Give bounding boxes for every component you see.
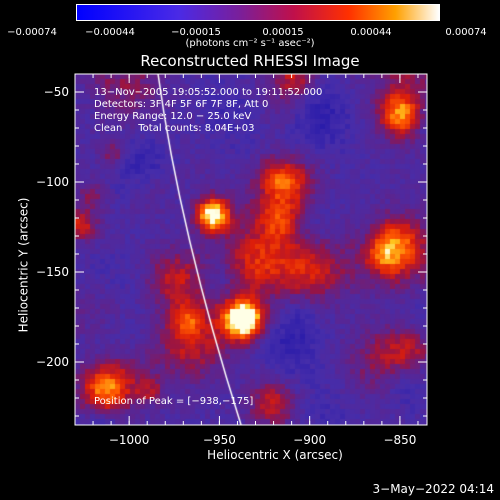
peak-position-label: Position of Peak = [−938,−175] xyxy=(94,396,254,407)
colorbar-tick-label: −0.00015 xyxy=(171,27,221,38)
colorbar-unit: (photons cm⁻² s⁻¹ asec⁻²) xyxy=(185,38,315,49)
chart-title: Reconstructed RHESSI Image xyxy=(140,52,360,70)
x-tick-label: −900 xyxy=(293,433,326,447)
x-axis-label: Heliocentric X (arcsec) xyxy=(207,448,343,462)
annotation-energy-range: Energy Range: 12.0 − 25.0 keV xyxy=(94,111,252,122)
x-tick-label: −950 xyxy=(203,433,236,447)
y-tick-label: −100 xyxy=(36,175,69,189)
y-tick-label: −200 xyxy=(36,355,69,369)
x-tick-label: −850 xyxy=(383,433,416,447)
y-tick-label: −150 xyxy=(36,265,69,279)
colorbar xyxy=(76,4,440,21)
plot-frame xyxy=(74,73,428,426)
heatmap-image xyxy=(75,74,427,425)
colorbar-tick-label: 0.00044 xyxy=(350,27,392,38)
annotation-detectors: Detectors: 3F 4F 5F 6F 7F 8F, Att 0 xyxy=(94,99,269,110)
plot-area xyxy=(75,74,427,425)
x-tick-label: −1000 xyxy=(109,433,150,447)
colorbar-tick-label: 0.00015 xyxy=(262,27,304,38)
colorbar-tick-label: −0.00074 xyxy=(7,27,57,38)
footer-date: 3−May−2022 04:14 xyxy=(372,482,495,496)
y-axis-label: Heliocentric Y (arcsec) xyxy=(16,197,31,333)
colorbar-tick-label: −0.00044 xyxy=(85,27,135,38)
y-tick-label: −50 xyxy=(44,85,69,99)
annotation-time-range: 13−Nov−2005 19:05:52.000 to 19:11:52.000 xyxy=(94,87,323,98)
annotation-total-counts: Clean Total counts: 8.04E+03 xyxy=(94,123,255,134)
colorbar-tick-label: 0.00074 xyxy=(445,27,487,38)
